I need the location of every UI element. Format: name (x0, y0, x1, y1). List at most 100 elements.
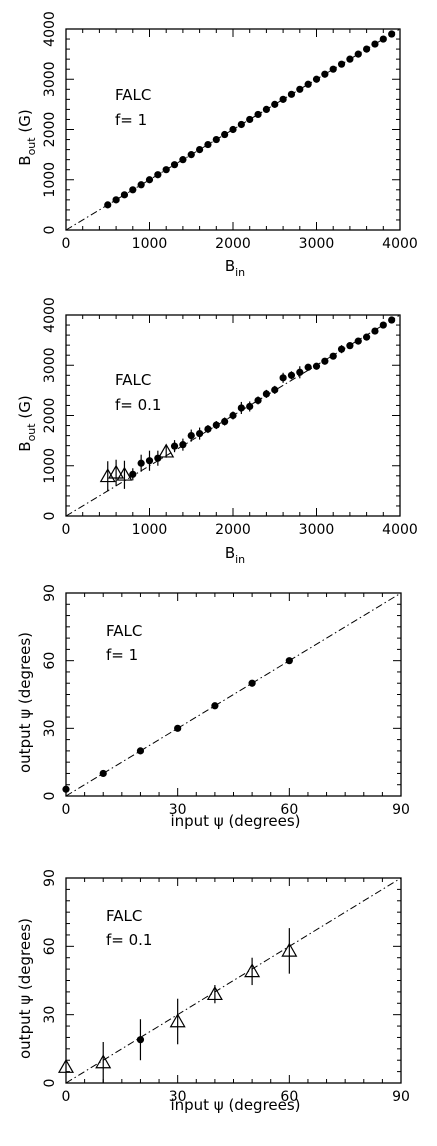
x-tick-label: 0 (62, 802, 71, 818)
data-point-circle (246, 402, 254, 411)
chart-panel-4: 0 30 60 90 0 30 60 90 input ψ (degrees) output ψ … (16, 869, 410, 1114)
x-axis-title: Bin (225, 544, 245, 566)
y-tick-label: 4000 (42, 11, 58, 47)
y-tick-label: 90 (42, 869, 58, 887)
y-tick-label: 1000 (42, 448, 58, 484)
x-axis-title-main: input ψ (degrees) (170, 1096, 300, 1114)
y-axis-title-suffix: (G) (16, 109, 34, 137)
y-axis-title: output ψ (degrees) (16, 918, 34, 1059)
data-point-circle (248, 679, 256, 687)
x-tick-label: 60 (280, 802, 298, 818)
data-point-circle (388, 316, 396, 324)
data-point-circle (287, 90, 296, 98)
y-tick-label: 60 (42, 937, 58, 955)
x-tick-label: 2000 (215, 522, 251, 538)
data-point-circle (262, 390, 270, 398)
data-point-circle (221, 130, 229, 139)
x-tick-label: 30 (169, 802, 187, 818)
data-point-triangle (281, 942, 298, 957)
y-axis-title-main: B (16, 155, 34, 165)
y-axis-title-main: B (16, 441, 34, 451)
x-axis-title-main: input ψ (degrees) (170, 812, 300, 830)
data-point-circle (346, 342, 354, 350)
y-tick-label: 4000 (42, 297, 58, 333)
data-point-circle (296, 85, 304, 93)
chart-panel-2: 0 1000 2000 3000 400001000200030004000BinBou… (16, 297, 418, 566)
data-point-circle (254, 396, 262, 405)
data-point-circle (229, 125, 237, 134)
data-point-circle (129, 186, 137, 194)
annotation-filling-factor: f= 0.1 (106, 931, 152, 949)
data-point-circle (363, 333, 371, 341)
data-point-circle (104, 201, 112, 209)
data-point-circle (254, 110, 262, 119)
data-point-circle (237, 404, 245, 412)
y-tick-label: 0 (42, 226, 58, 235)
data-point-triangle (158, 443, 175, 458)
data-point-circle (337, 60, 346, 68)
data-point-circle (154, 171, 162, 179)
x-axis-title: input ψ (degrees) (170, 1096, 300, 1114)
data-point-circle (204, 140, 212, 149)
data-point-triangle (206, 985, 223, 1001)
x-tick-label: 0 (62, 1089, 71, 1105)
data-point-circle (337, 345, 346, 353)
data-point-circle (271, 100, 279, 108)
y-tick-label: 90 (42, 584, 58, 602)
x-tick-label: 1000 (132, 236, 168, 252)
x-tick-label: 0 (62, 522, 71, 538)
y-tick-label: 60 (42, 652, 58, 670)
y-tick-label: 3000 (42, 61, 58, 97)
data-point-circle (137, 459, 145, 467)
data-point-circle (285, 657, 293, 665)
chart-panel-3: 0 30 60 90 0 30 60 90 input ψ (degrees) output ψ … (16, 584, 410, 830)
data-point-circle (329, 352, 337, 360)
data-point-circle (99, 769, 107, 778)
x-tick-label: 60 (280, 1089, 298, 1105)
data-point-circle (271, 386, 279, 394)
data-point-circle (388, 30, 396, 38)
data-point-circle (279, 374, 287, 382)
chart-panel-1: 0 1000 2000 3000 400001000200030004000BinBou… (16, 11, 418, 279)
data-point-circle (379, 35, 387, 43)
x-axis-title-subscript: in (235, 266, 245, 279)
data-point-circle (162, 166, 170, 174)
data-point-circle (321, 70, 329, 78)
data-point-circle (212, 135, 220, 144)
data-point-circle (112, 196, 120, 204)
data-point-circle (170, 442, 179, 450)
data-point-circle (287, 371, 296, 379)
y-tick-label: 0 (42, 512, 58, 521)
x-tick-label: 4000 (382, 522, 418, 538)
data-point-circle (371, 40, 379, 48)
y-axis-title-suffix: (G) (16, 395, 34, 423)
y-tick-label: 3000 (42, 347, 58, 383)
x-axis-title: input ψ (degrees) (170, 812, 300, 830)
data-point-circle (312, 362, 321, 370)
data-point-circle (296, 368, 304, 376)
x-tick-label: 30 (169, 1089, 187, 1105)
data-point-triangle (95, 1054, 112, 1069)
data-point-circle (204, 425, 212, 433)
x-tick-label: 2000 (215, 236, 251, 252)
data-point-triangle (244, 963, 261, 978)
data-point-triangle (108, 464, 125, 479)
data-point-circle (170, 161, 179, 169)
data-point-circle (174, 724, 182, 732)
y-tick-label: 30 (42, 1006, 58, 1024)
annotation-filling-factor: f= 0.1 (115, 396, 161, 414)
data-point-circle (187, 432, 195, 440)
data-point-circle (187, 151, 195, 159)
data-point-circle (179, 156, 187, 164)
data-point-circle (246, 115, 254, 124)
data-point-circle (196, 146, 204, 154)
y-tick-label: 2000 (42, 112, 58, 148)
data-point-circle (136, 747, 145, 755)
data-point-circle (221, 417, 229, 426)
x-axis-title: Bin (225, 257, 245, 279)
data-point-circle (137, 181, 145, 189)
data-point-circle (196, 429, 204, 438)
data-point-triangle (57, 1058, 75, 1073)
y-tick-label: 0 (42, 792, 58, 801)
